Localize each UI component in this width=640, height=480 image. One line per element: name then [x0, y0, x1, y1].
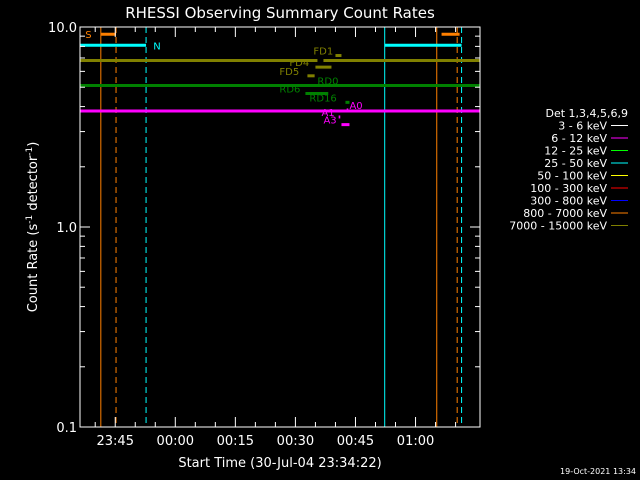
y-tick-label: 1.0 [56, 221, 77, 236]
y-tick-label: 0.1 [56, 421, 77, 436]
legend-label: 25 - 50 keV [544, 157, 607, 170]
x-tick-label: 00:45 [337, 434, 374, 449]
state-marker-label: RD6 [279, 85, 300, 96]
legend-label: 300 - 800 keV [530, 195, 607, 208]
axes-layer: 23:45 00:00 00:15 00:30 00:45 01:00 10.0 1.0 0.1 [48, 21, 480, 449]
x-tick-label: 23:45 [97, 434, 134, 449]
state-marker-label: RD0 [317, 76, 338, 87]
state-marker-label: FD4 [289, 58, 309, 69]
x-tick-label: 00:00 [157, 434, 194, 449]
legend-label: 12 - 25 keV [544, 145, 607, 158]
y-axis-label: Count Rate (s-1 detector-1) [25, 142, 41, 313]
legend-label: 3 - 6 keV [558, 120, 607, 133]
x-tick-label: 00:30 [277, 434, 314, 449]
legend-title: Det 1,3,4,5,6,9 [545, 107, 628, 120]
flag-label: S [85, 30, 91, 41]
state-marker-label: A0 [349, 101, 362, 112]
legend-label: 50 - 100 keV [537, 170, 607, 183]
flag-label: N [153, 41, 160, 52]
generated-timestamp: 19-Oct-2021 13:34 [560, 467, 636, 476]
legend-label: 100 - 300 keV [530, 182, 607, 195]
x-tick-label: 01:00 [397, 434, 434, 449]
legend-label: 800 - 7000 keV [523, 207, 607, 220]
legend-label: 6 - 12 keV [551, 132, 607, 145]
state-marker-label: A1 [321, 108, 334, 119]
state-marker-label: FD5 [279, 67, 299, 78]
chart-title: RHESSI Observing Summary Count Rates [125, 4, 435, 22]
state-marker-label: A3 [323, 116, 336, 127]
x-tick-label: 00:15 [217, 434, 254, 449]
state-marker-label: FD1 [313, 47, 333, 58]
state-marker-label: RD16 [309, 93, 336, 104]
y-tick-label: 10.0 [48, 21, 77, 36]
x-axis-label: Start Time (30-Jul-04 23:34:22) [178, 456, 381, 471]
legend-label: 7000 - 15000 keV [509, 220, 607, 233]
